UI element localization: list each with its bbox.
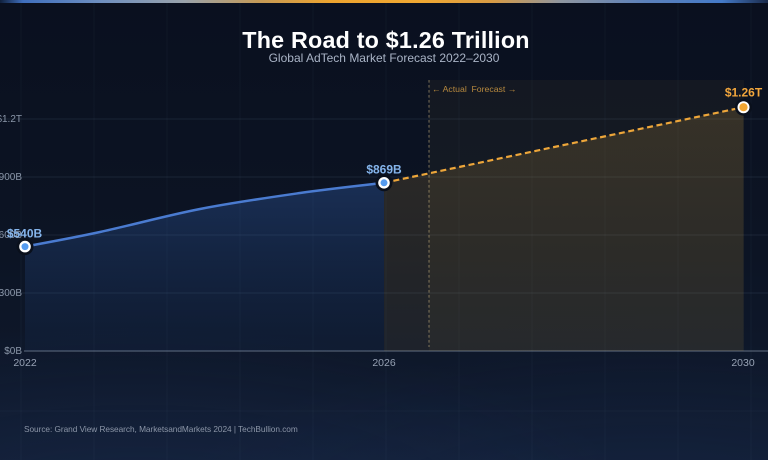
svg-text:2030: 2030 [731,357,755,369]
svg-text:2022: 2022 [13,357,37,369]
svg-text:$300B: $300B [0,288,22,299]
svg-text:$1.26T: $1.26T [725,86,763,100]
svg-text:$540B: $540B [7,227,43,241]
svg-text:2026: 2026 [372,357,396,369]
svg-text:← Actual: ← Actual [432,84,467,94]
svg-text:$1.2T: $1.2T [0,114,22,125]
svg-text:$600B: $600B [0,230,22,241]
svg-text:$900B: $900B [0,172,22,183]
svg-text:$869B: $869B [366,163,402,177]
svg-text:$0B: $0B [4,346,22,357]
svg-text:Forecast →: Forecast → [472,84,517,94]
